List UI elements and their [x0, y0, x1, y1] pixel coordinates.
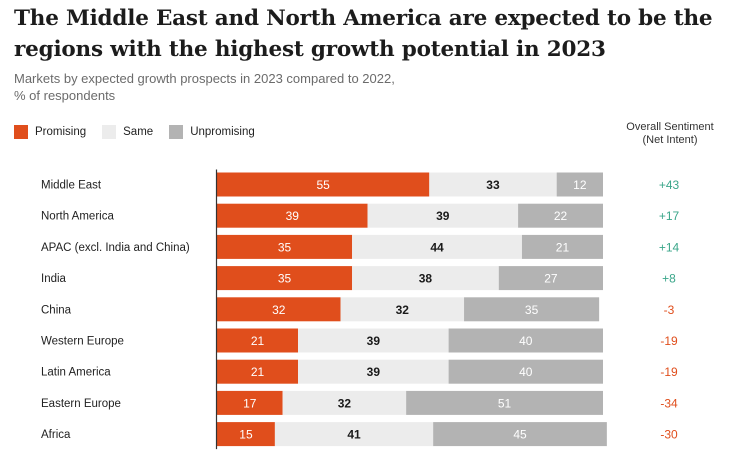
data-label-promising-india: 35 — [278, 272, 292, 286]
bar-promising-apac-excl-india-and-china — [217, 234, 353, 259]
category-label-latin-america: Latin America — [41, 367, 111, 379]
net-intent-latin-america: -19 — [660, 365, 678, 379]
category-label-eastern-europe: Eastern Europe — [41, 398, 121, 410]
data-label-promising-eastern-europe: 17 — [243, 396, 257, 410]
chart-title: The Middle East and North America are ex… — [14, 6, 713, 62]
data-label-unpromising-china: 35 — [525, 303, 539, 317]
bar-same-north-america — [367, 203, 519, 228]
data-label-same-china: 32 — [396, 303, 410, 317]
data-label-unpromising-eastern-europe: 51 — [498, 396, 512, 410]
bar-promising-western-europe — [217, 328, 299, 353]
bar-same-latin-america — [298, 359, 449, 384]
bar-same-middle-east — [429, 172, 557, 197]
data-label-unpromising-india: 27 — [544, 272, 558, 286]
bar-same-india — [352, 266, 499, 291]
bar-unpromising-north-america — [518, 203, 603, 228]
chart-subtitle: Markets by expected growth prospects in … — [14, 70, 514, 104]
data-label-unpromising-north-america: 22 — [554, 209, 568, 223]
data-label-promising-africa: 15 — [239, 428, 253, 442]
legend-item-unpromising: Unpromising — [169, 125, 255, 139]
legend-swatch-promising — [14, 125, 28, 139]
bar-same-africa — [274, 422, 434, 447]
net-intent-india: +8 — [662, 272, 676, 286]
data-label-same-africa: 41 — [347, 428, 361, 442]
data-label-same-apac-excl-india-and-china: 44 — [430, 240, 444, 254]
bar-promising-eastern-europe — [217, 390, 283, 415]
category-label-north-america: North America — [41, 211, 114, 223]
data-label-promising-western-europe: 21 — [251, 334, 265, 348]
bar-unpromising-africa — [433, 422, 607, 447]
legend-label-promising: Promising — [35, 126, 87, 138]
data-label-promising-apac-excl-india-and-china: 35 — [278, 240, 292, 254]
data-label-promising-north-america: 39 — [286, 209, 300, 223]
category-label-africa: Africa — [41, 429, 71, 441]
legend-swatch-same — [102, 125, 117, 139]
legend-item-same: Same — [102, 125, 153, 139]
bar-promising-china — [217, 297, 341, 322]
category-label-western-europe: Western Europe — [41, 336, 124, 348]
bar-same-western-europe — [298, 328, 449, 353]
data-label-unpromising-africa: 45 — [513, 428, 527, 442]
sentiment-header-line-2: (Net Intent) — [642, 134, 698, 146]
category-label-middle-east: Middle East — [41, 180, 102, 192]
legend: Promising Same Unpromising — [14, 124, 271, 140]
net-intent-africa: -30 — [660, 428, 678, 442]
sentiment-header: Overall Sentiment (Net Intent) — [610, 121, 730, 147]
net-intent-middle-east: +43 — [659, 178, 680, 192]
data-label-promising-china: 32 — [272, 303, 286, 317]
bar-unpromising-india — [498, 266, 603, 291]
data-label-same-latin-america: 39 — [367, 365, 381, 379]
bar-unpromising-china — [464, 297, 600, 322]
data-label-unpromising-apac-excl-india-and-china: 21 — [556, 240, 570, 254]
data-label-same-middle-east: 33 — [486, 178, 500, 192]
net-intent-western-europe: -19 — [660, 334, 678, 348]
bar-promising-india — [217, 266, 353, 291]
data-label-same-north-america: 39 — [436, 209, 450, 223]
legend-item-promising: Promising — [14, 125, 86, 139]
bar-unpromising-middle-east — [556, 172, 603, 197]
net-intent-north-america: +17 — [659, 209, 680, 223]
category-label-china: China — [41, 304, 72, 316]
net-intent-china: -3 — [664, 303, 675, 317]
legend-swatch-unpromising — [169, 125, 184, 139]
data-label-same-western-europe: 39 — [367, 334, 381, 348]
bar-promising-latin-america — [217, 359, 299, 384]
bar-promising-middle-east — [217, 172, 430, 197]
net-intent-eastern-europe: -34 — [660, 396, 678, 410]
legend-label-unpromising: Unpromising — [190, 126, 255, 138]
bar-unpromising-eastern-europe — [406, 390, 603, 415]
category-label-apac-excl-india-and-china: APAC (excl. India and China) — [41, 242, 190, 254]
bar-same-eastern-europe — [282, 390, 407, 415]
data-label-same-india: 38 — [419, 272, 433, 286]
net-intent-apac-excl-india-and-china: +14 — [659, 240, 680, 254]
data-label-promising-latin-america: 21 — [251, 365, 265, 379]
data-label-unpromising-latin-america: 40 — [519, 365, 533, 379]
bar-unpromising-apac-excl-india-and-china — [521, 234, 603, 259]
bar-promising-africa — [217, 422, 275, 447]
data-label-unpromising-middle-east: 12 — [573, 178, 587, 192]
bar-unpromising-western-europe — [448, 328, 603, 353]
subtitle-line-2: % of respondents — [14, 88, 116, 103]
subtitle-line-1: Markets by expected growth prospects in … — [14, 71, 395, 86]
bar-same-apac-excl-india-and-china — [352, 234, 522, 259]
data-label-same-eastern-europe: 32 — [338, 396, 352, 410]
data-label-unpromising-western-europe: 40 — [519, 334, 533, 348]
category-label-india: India — [41, 273, 67, 285]
legend-label-same: Same — [123, 126, 154, 138]
bar-same-china — [340, 297, 465, 322]
bar-promising-north-america — [217, 203, 368, 228]
bar-unpromising-latin-america — [448, 359, 603, 384]
data-label-promising-middle-east: 55 — [316, 178, 330, 192]
sentiment-header-line-1: Overall Sentiment — [626, 121, 714, 133]
